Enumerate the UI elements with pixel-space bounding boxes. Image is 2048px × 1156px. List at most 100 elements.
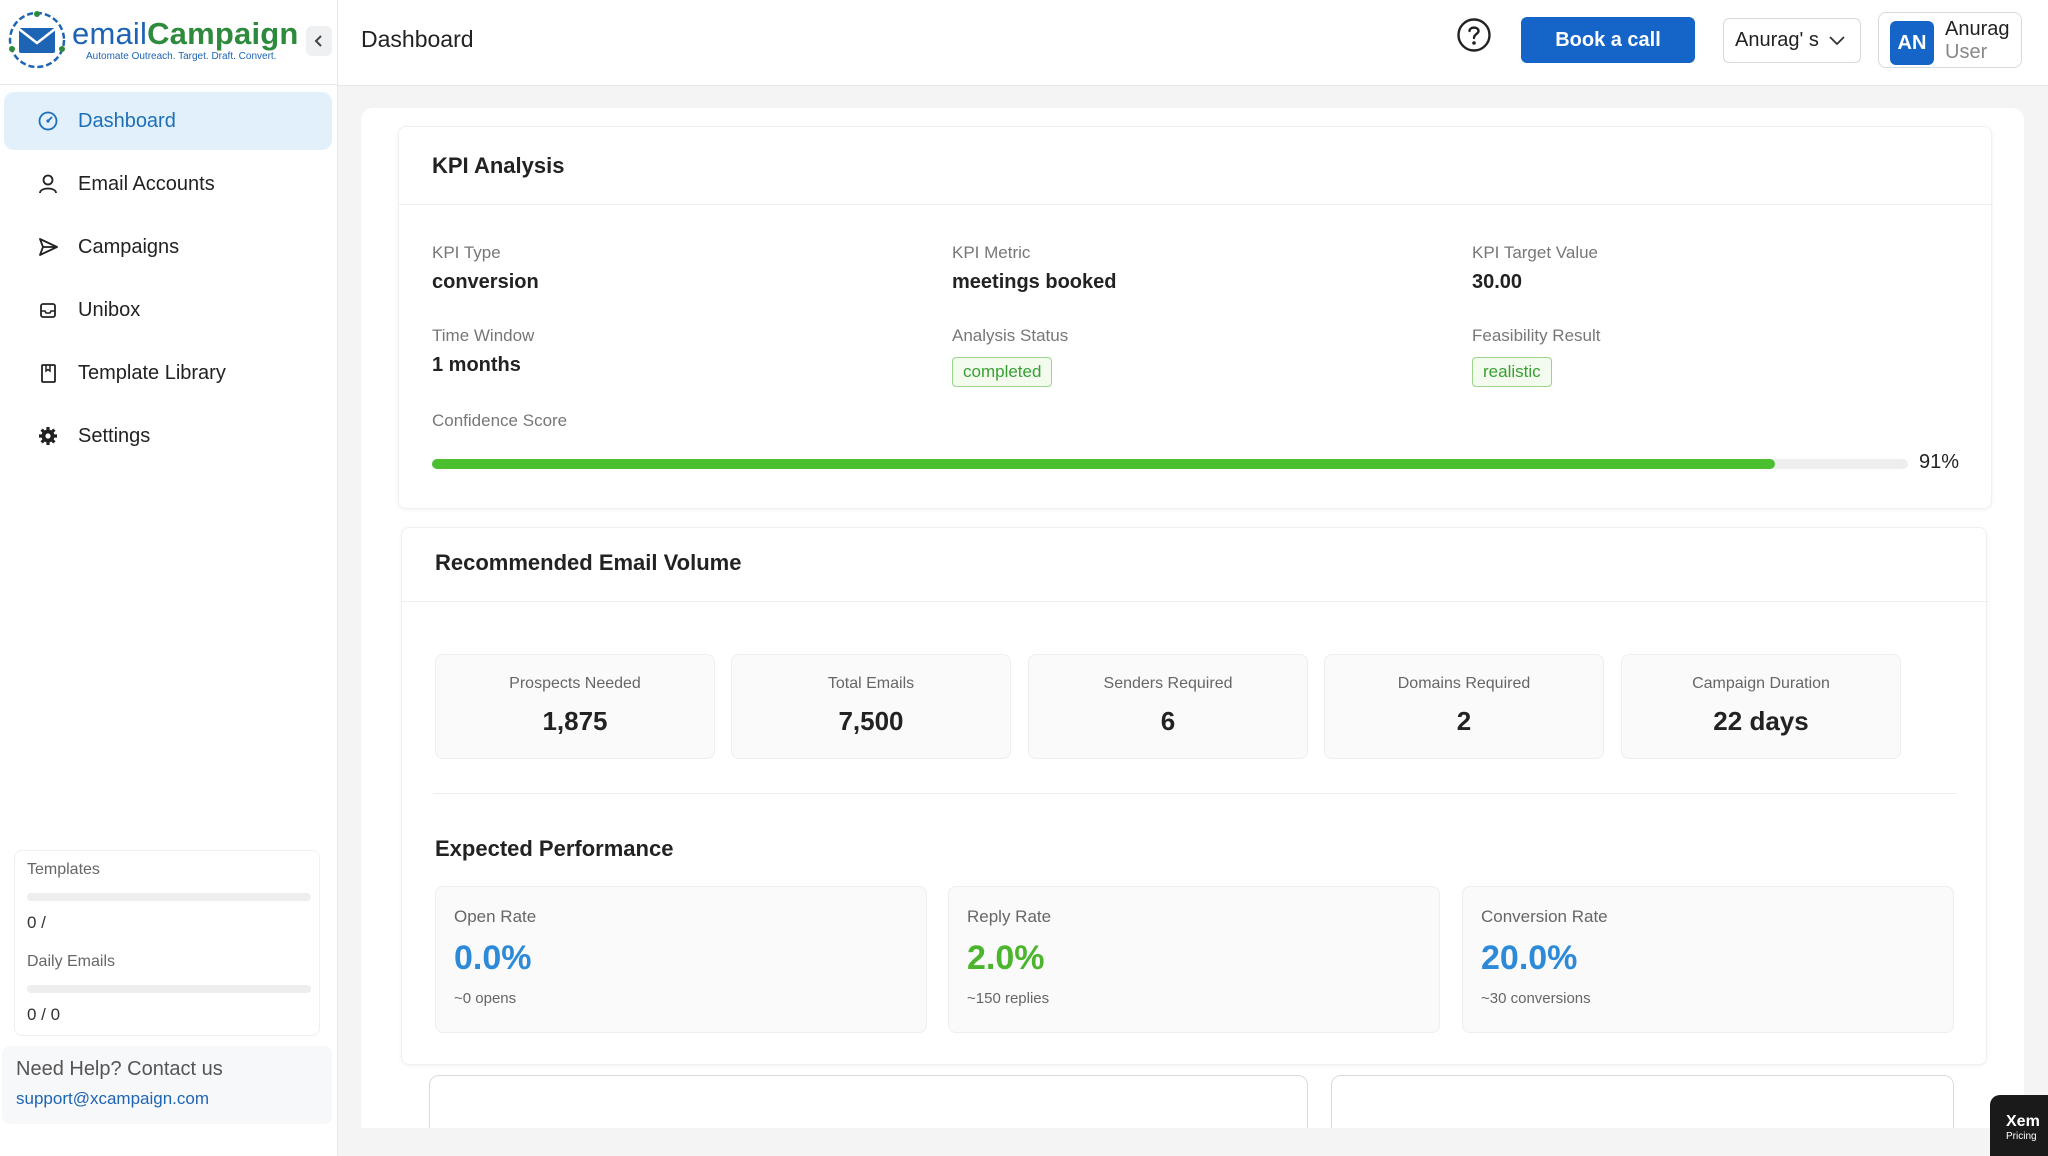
inbox-icon xyxy=(36,298,60,322)
brand-name: emailCampaign xyxy=(72,16,299,51)
brand-logo[interactable]: emailCampaign Automate Outreach. Target.… xyxy=(6,8,306,72)
stat-value: 2 xyxy=(1456,706,1472,736)
sidebar-item-label: Settings xyxy=(78,424,151,447)
stat-label: Total Emails xyxy=(827,675,915,692)
perf-label: Conversion Rate xyxy=(1481,907,1608,926)
templates-usage-label: Templates xyxy=(27,861,100,878)
dashboard-icon xyxy=(36,109,60,133)
stat-value: 7,500 xyxy=(838,706,904,736)
email-volume-card: Recommended Email Volume Prospects Neede… xyxy=(401,527,1988,1065)
email-volume-title: Recommended Email Volume xyxy=(435,550,742,575)
sidebar-item-label: Template Library xyxy=(78,361,226,384)
kpi-target-value: 30.00 xyxy=(1472,271,1523,293)
perf-label: Open Rate xyxy=(454,907,537,926)
feasibility-badge: realistic xyxy=(1472,357,1552,387)
perf-open-rate: Open Rate 0.0% ~0 opens xyxy=(435,886,927,1033)
top-header: Dashboard Book a call Anurag' s AN Anura… xyxy=(338,0,2048,86)
bottom-scroll-area xyxy=(338,1128,2048,1156)
card-divider xyxy=(402,601,1988,602)
workspace-name: Anurag' s xyxy=(1735,29,1819,51)
feasibility-label: Feasibility Result xyxy=(1472,326,1601,345)
sidebar-item-label: Campaigns xyxy=(78,235,180,258)
card-divider xyxy=(399,204,1993,205)
perf-sub: ~0 opens xyxy=(454,990,517,1007)
envelope-logo-icon xyxy=(8,11,66,69)
usage-panel: Templates 0 / Daily Emails 0 / 0 xyxy=(14,850,320,1036)
stat-value: 6 xyxy=(1160,706,1176,736)
help-title: Need Help? Contact us xyxy=(16,1058,223,1080)
stat-label: Prospects Needed xyxy=(509,675,641,692)
perf-value: 0.0% xyxy=(454,939,532,977)
sidebar-item-campaigns[interactable]: Campaigns xyxy=(4,218,332,276)
perf-sub: ~150 replies xyxy=(967,990,1050,1007)
time-window-label: Time Window xyxy=(432,326,535,345)
status-badge: completed xyxy=(952,357,1053,387)
confidence-progress-fill xyxy=(432,459,1776,469)
gear-icon xyxy=(36,424,60,448)
book-icon xyxy=(36,361,60,385)
floating-pricing-widget[interactable]: Xem Pricing xyxy=(1990,1095,2048,1156)
support-email-link[interactable]: support@xcampaign.com xyxy=(16,1089,210,1108)
help-box: Need Help? Contact us support@xcampaign.… xyxy=(2,1046,332,1124)
sidebar-divider xyxy=(0,84,338,85)
user-icon xyxy=(36,172,60,196)
stat-campaign-duration: Campaign Duration 22 days xyxy=(1621,654,1901,759)
sidebar: emailCampaign Automate Outreach. Target.… xyxy=(0,0,338,1156)
kpi-type-label: KPI Type xyxy=(432,243,501,262)
page-title: Dashboard xyxy=(361,26,474,52)
chevron-left-icon xyxy=(314,35,322,47)
confidence-percent: 91% xyxy=(1919,451,1960,473)
user-role: User xyxy=(1945,41,1988,63)
sidebar-item-dashboard[interactable]: Dashboard xyxy=(4,92,332,150)
brand-tagline: Automate Outreach. Target. Draft. Conver… xyxy=(86,51,277,62)
section-divider xyxy=(433,793,1957,794)
stat-label: Domains Required xyxy=(1397,675,1531,692)
widget-subtitle: Pricing xyxy=(2006,1131,2037,1142)
sidebar-item-unibox[interactable]: Unibox xyxy=(4,281,332,339)
user-menu[interactable]: AN Anurag User xyxy=(1878,12,2022,68)
help-circle-icon[interactable] xyxy=(1456,17,1492,53)
stat-label: Senders Required xyxy=(1103,675,1233,692)
widget-title: Xem xyxy=(2006,1113,2040,1130)
stat-prospects-needed: Prospects Needed 1,875 xyxy=(435,654,715,759)
perf-value: 2.0% xyxy=(967,939,1045,977)
sidebar-item-label: Unibox xyxy=(78,298,141,321)
stat-total-emails: Total Emails 7,500 xyxy=(731,654,1011,759)
user-name: Anurag xyxy=(1945,18,2010,40)
daily-emails-value: 0 / 0 xyxy=(27,1005,61,1024)
stat-label: Campaign Duration xyxy=(1692,675,1830,692)
daily-emails-bar xyxy=(27,985,311,993)
chevron-down-icon xyxy=(1829,35,1845,45)
analysis-status-label: Analysis Status xyxy=(952,326,1069,345)
confidence-score-label: Confidence Score xyxy=(432,411,568,430)
stat-value: 1,875 xyxy=(542,706,608,736)
sidebar-item-settings[interactable]: Settings xyxy=(4,407,332,465)
perf-value: 20.0% xyxy=(1481,939,1578,977)
kpi-analysis-card: KPI Analysis KPI Type conversion KPI Met… xyxy=(398,126,1993,509)
time-window-value: 1 months xyxy=(432,354,521,376)
book-a-call-button[interactable]: Book a call xyxy=(1521,17,1695,63)
perf-sub: ~30 conversions xyxy=(1481,990,1591,1007)
stat-senders-required: Senders Required 6 xyxy=(1028,654,1308,759)
kpi-metric-value: meetings booked xyxy=(952,271,1117,293)
collapse-sidebar-button[interactable] xyxy=(306,26,332,56)
perf-reply-rate: Reply Rate 2.0% ~150 replies xyxy=(948,886,1440,1033)
send-icon xyxy=(36,235,60,259)
kpi-metric-label: KPI Metric xyxy=(952,243,1031,262)
templates-usage-value: 0 / xyxy=(27,913,46,932)
sidebar-nav: Dashboard Email Accounts Campaigns Unibo… xyxy=(0,92,338,470)
confidence-progress-track xyxy=(432,459,1908,469)
kpi-analysis-title: KPI Analysis xyxy=(432,153,565,178)
perf-conversion-rate: Conversion Rate 20.0% ~30 conversions xyxy=(1462,886,1954,1033)
sidebar-item-email-accounts[interactable]: Email Accounts xyxy=(4,155,332,213)
sidebar-item-template-library[interactable]: Template Library xyxy=(4,344,332,402)
kpi-type-value: conversion xyxy=(432,271,539,293)
templates-usage-bar xyxy=(27,893,311,901)
workspace-select[interactable]: Anurag' s xyxy=(1723,18,1861,63)
stat-domains-required: Domains Required 2 xyxy=(1324,654,1604,759)
perf-label: Reply Rate xyxy=(967,907,1052,926)
stat-value: 22 days xyxy=(1713,706,1809,736)
kpi-target-label: KPI Target Value xyxy=(1472,243,1599,262)
daily-emails-label: Daily Emails xyxy=(27,953,116,970)
sidebar-item-label: Email Accounts xyxy=(78,172,215,195)
